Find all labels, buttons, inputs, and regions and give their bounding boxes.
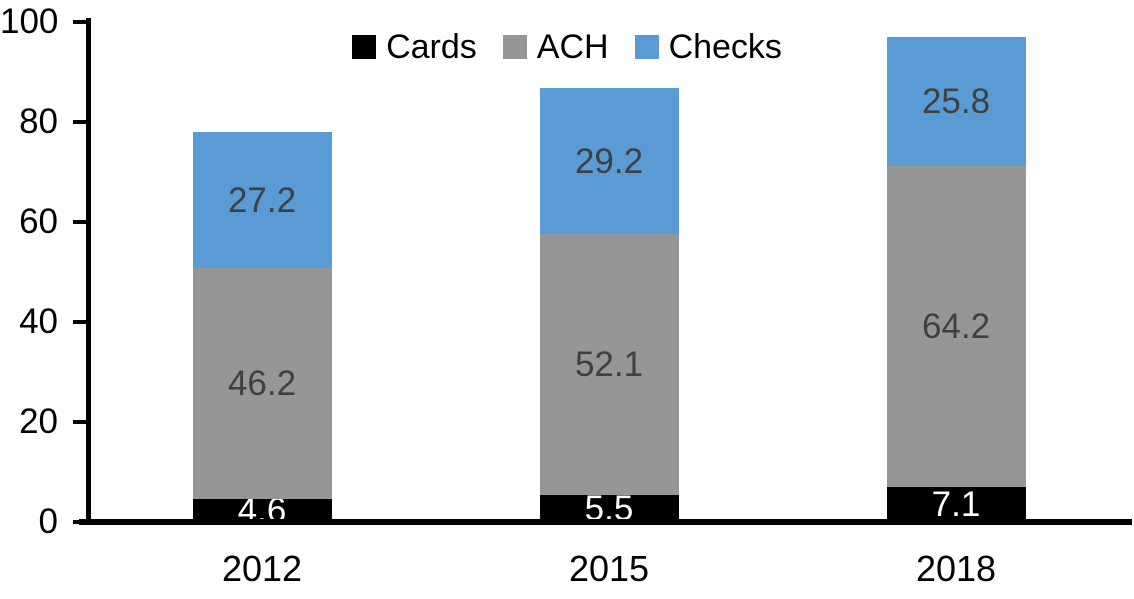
y-axis-tick-label: 40 xyxy=(19,302,58,341)
bar-2018-checks-segment: 25.8 xyxy=(886,36,1026,166)
legend-swatch-cards-icon xyxy=(352,35,377,59)
bar-2012-ach-segment: 46.2 xyxy=(192,268,332,499)
y-axis-tick-mark xyxy=(73,120,86,124)
y-axis-tick-label: 60 xyxy=(19,202,58,241)
x-axis-label-2012: 2012 xyxy=(221,548,303,589)
y-axis-tick-mark xyxy=(73,20,86,24)
legend-label: Checks xyxy=(668,28,782,66)
bar-data-label: 64.2 xyxy=(921,306,991,346)
y-axis-tick-label: 20 xyxy=(19,402,58,441)
y-axis-tick-label: 100 xyxy=(0,2,59,41)
legend-item-ach: ACH xyxy=(502,28,609,66)
y-axis-tick-mark xyxy=(73,320,86,324)
bar-data-label: 29.2 xyxy=(574,141,644,181)
y-axis-tick-mark xyxy=(73,420,86,424)
y-axis-line xyxy=(86,18,91,525)
legend-swatch-ach-icon xyxy=(502,35,527,59)
legend-item-checks: Checks xyxy=(634,28,782,66)
legend-label: ACH xyxy=(536,28,609,66)
y-axis-tick-label: 80 xyxy=(19,102,58,141)
bar-data-label: 46.2 xyxy=(227,364,297,403)
bar-2015-ach-segment: 52.1 xyxy=(539,234,679,495)
y-axis-tick-mark xyxy=(73,220,86,224)
bar-data-label: 25.8 xyxy=(921,81,991,121)
legend-swatch-checks-icon xyxy=(634,35,659,59)
x-axis-label-2015: 2015 xyxy=(568,548,650,589)
x-axis-line xyxy=(79,519,1132,525)
bar-2015-cards-segment: 5.5 xyxy=(539,491,679,526)
bar-2015-checks-segment: 29.2 xyxy=(539,88,679,234)
legend: Cards ACH Checks xyxy=(0,30,1134,64)
bar-data-label: 27.2 xyxy=(227,180,297,220)
legend-label: Cards xyxy=(386,28,477,66)
bar-data-label: 52.1 xyxy=(574,344,644,384)
x-axis-label-2018: 2018 xyxy=(915,548,997,589)
bar-2012-checks-segment: 27.2 xyxy=(192,132,332,268)
y-axis-tick-label: 0 xyxy=(38,502,58,541)
legend-item-cards: Cards xyxy=(352,30,477,64)
bar-2018-cards-segment: 7.1 xyxy=(886,484,1026,524)
bar-data-label: 7.1 xyxy=(931,484,981,524)
bar-2018-ach-segment: 64.2 xyxy=(886,165,1026,487)
